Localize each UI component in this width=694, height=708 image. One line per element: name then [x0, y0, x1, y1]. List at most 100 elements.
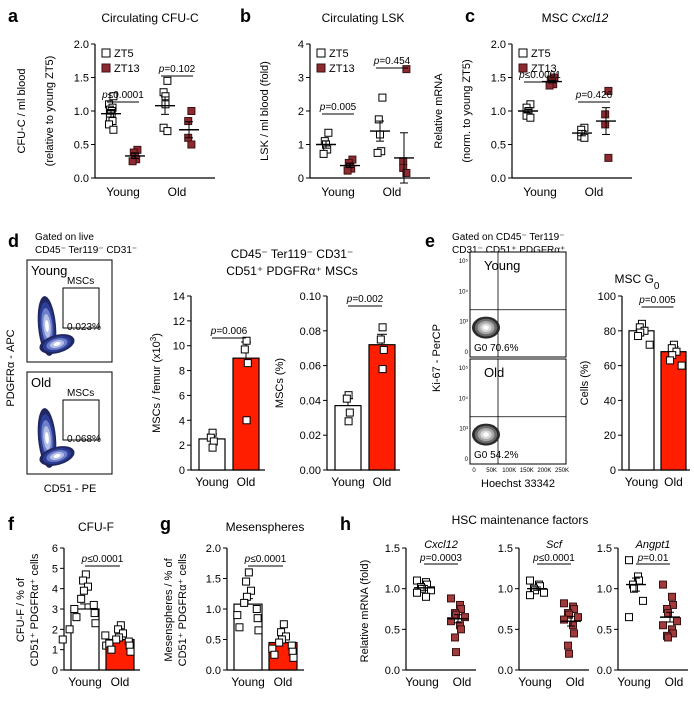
panel-d2-y-tick-label: 6: [179, 390, 185, 402]
flow-d-x-axis-label: CD51 - PE: [44, 483, 97, 495]
x-tick-label-old: Old: [237, 475, 256, 489]
data-point-old: [451, 633, 459, 642]
flow-e-x-tick-label: 150K: [520, 468, 534, 474]
flow-e-plot-young: [469, 251, 567, 358]
panel-g-y-tick-label: 2.0: [206, 543, 221, 555]
flow-e-y-tick-label: 0: [465, 350, 469, 356]
panel-a-y-label: CFU-C / ml blood: [16, 69, 28, 154]
flow-e-gate-text: Gated on CD45⁻ Ter119⁻: [452, 232, 564, 243]
data-point-young: [413, 588, 421, 597]
p-value-label: p=0.005: [319, 102, 357, 113]
panel-b-axes: 0 1 2 3 4: [298, 39, 430, 185]
data-point: [119, 629, 127, 638]
data-point: [677, 361, 686, 370]
data-point: [242, 577, 251, 586]
data-point: [342, 394, 351, 403]
bar-young: [628, 330, 655, 471]
data-point-old: [560, 599, 568, 608]
panel-a-y-tick-label: 1.0: [74, 106, 89, 118]
data-point-old: [447, 617, 455, 626]
x-tick-label-young: Young: [523, 185, 557, 199]
panel-g-y-label: Mesenspheres / % of: [163, 557, 175, 661]
data-point-old: [570, 629, 578, 638]
legend-label-zt5: ZT5: [329, 48, 349, 60]
data-point-young: [422, 592, 430, 601]
data-point-old: [564, 641, 572, 650]
panel-d3-y-tick-label: 0.08: [300, 326, 321, 338]
panel-b-y-tick-label: 2: [298, 106, 304, 118]
panel-g-y-tick-label: 0.5: [206, 635, 221, 647]
panel-b-y-tick-label: 1: [298, 140, 304, 152]
panel-h-scf-axes: 0.0 0.5 1.0 1.5: [498, 543, 589, 677]
panel-h-angpt1-y-tick-label: 0.5: [597, 624, 612, 636]
data-point: [90, 609, 99, 618]
data-point-zt13: [187, 107, 196, 115]
data-point-old: [457, 605, 465, 613]
x-tick-label-young: Young: [195, 475, 229, 489]
x-tick-label-old: Old: [453, 675, 472, 689]
panel-d2-y-tick-label: 0: [179, 465, 185, 477]
g0-gate-percent: G0 70.6%: [474, 343, 519, 354]
x-tick-label-old: Old: [585, 185, 604, 199]
data-point-zt5: [105, 120, 114, 129]
panel-g-y-tick-label: 1.0: [206, 604, 221, 616]
data-point: [242, 416, 251, 425]
flow-e-y-tick-label: 10⁴: [459, 395, 469, 402]
flow-e-y-tick-label: 10⁴: [459, 288, 469, 295]
panel-e2-y-tick-label: 40: [604, 395, 616, 407]
density-contour-contour: [483, 432, 489, 437]
panel-h-cxcl12-y-tick-label: 1.0: [385, 584, 400, 596]
msc-gate-percent: 0.023%: [67, 322, 101, 333]
panel-h-angpt1-y-tick-label: 0.0: [597, 665, 612, 677]
data-point: [379, 345, 388, 354]
data-point-zt5: [319, 149, 328, 158]
data-point-zt5: [577, 125, 586, 134]
flow-e-y-tick-label: 10⁵: [459, 365, 469, 372]
panel-a-y-tick-label: 2.0: [74, 39, 89, 51]
data-point-zt13: [343, 166, 352, 175]
data-point: [344, 417, 353, 426]
panel-f-y-tick-label: 6: [52, 543, 58, 555]
panel-a-y-tick-label: 1.5: [74, 73, 89, 85]
data-point-zt13: [604, 153, 613, 162]
p-value-label: p≤0.0001: [81, 554, 124, 565]
flow-e-y-tick-label: 10³: [459, 320, 468, 326]
flow-e-x-tick-label: 50K: [486, 468, 497, 474]
data-point-old: [659, 621, 667, 630]
density-contour-contour: [53, 342, 61, 346]
msc-gate-label: MSCs: [67, 276, 94, 287]
panel-d2-y-tick-label: 8: [179, 366, 185, 378]
data-point: [645, 340, 654, 349]
data-point-young: [625, 556, 633, 565]
data-point: [233, 611, 242, 620]
data-point: [244, 568, 253, 577]
data-point-old: [447, 594, 455, 603]
panel-d2-y-label: MSCs / femur (x103): [149, 333, 164, 433]
panel-d3-y-tick-label: 0.00: [300, 465, 321, 477]
p-value-label: p=0.454: [373, 56, 411, 67]
panel-h-title: HSC maintenance factors: [452, 513, 589, 527]
p-value-label: p≤0.0001: [101, 90, 144, 101]
data-point-old: [570, 605, 578, 613]
data-point: [235, 623, 244, 632]
data-point: [112, 635, 121, 644]
x-tick-label-young: Young: [331, 475, 365, 489]
flow-e-x-axis-label: Hoechst 33342: [481, 478, 555, 490]
data-point-young: [639, 596, 647, 605]
density-contour: [39, 446, 75, 466]
panel-e2-y-tick-label: 80: [604, 326, 616, 338]
p-value-label: p=0.102: [158, 64, 196, 75]
panel-h-gene-title: Scf: [546, 539, 563, 551]
data-point-zt5: [109, 125, 118, 134]
data-point-old: [565, 649, 573, 658]
panel-h-angpt1-y-tick-label: 1.5: [597, 543, 612, 555]
legend-marker-zt5: [316, 48, 326, 58]
panel-d3-y-tick-label: 0.04: [300, 395, 321, 407]
panel-g-y-tick-label: 0.0: [206, 665, 221, 677]
panel-d3-y-tick-label: 0.10: [300, 291, 321, 303]
panel-letter-f: f: [8, 514, 15, 534]
msc-gate-percent: 0.068%: [67, 434, 101, 445]
flow-e-plot-label: Young: [484, 258, 520, 273]
p-value-label: p≤0.0001: [532, 553, 575, 564]
